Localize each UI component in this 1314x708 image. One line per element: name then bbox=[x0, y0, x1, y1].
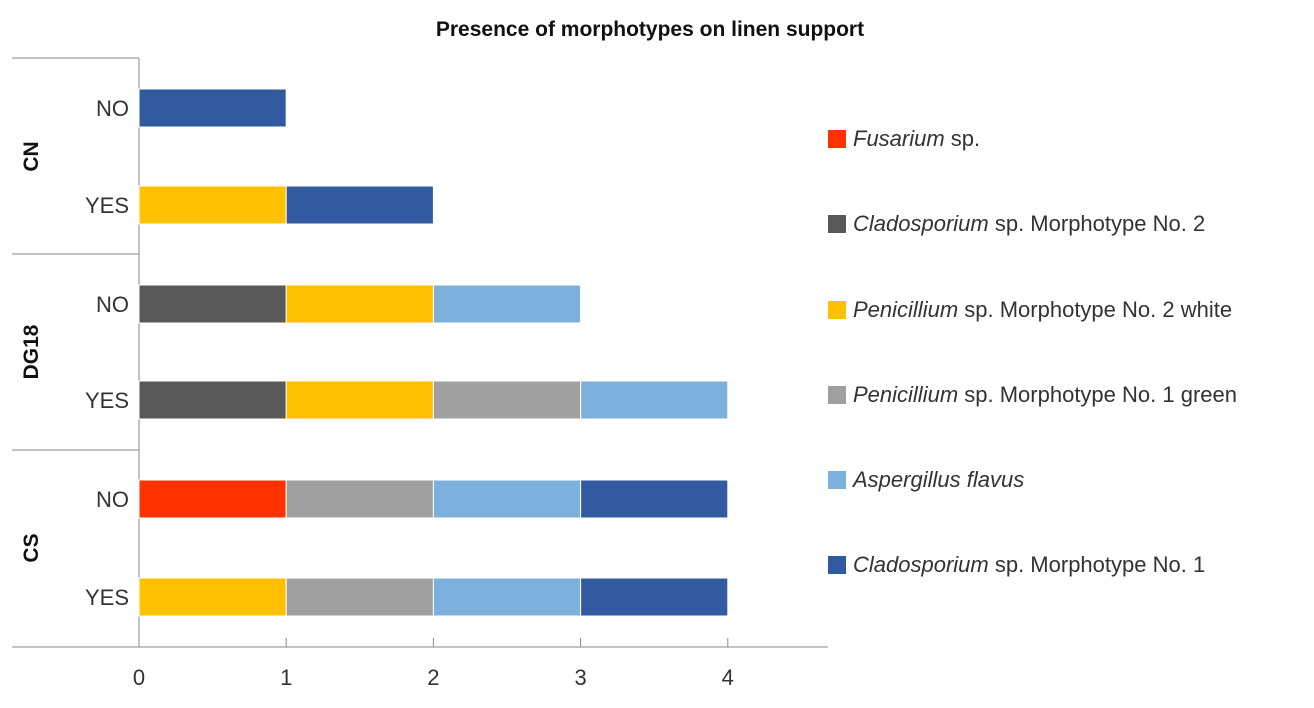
legend-label: Penicillium sp. Morphotype No. 2 white bbox=[853, 297, 1233, 322]
x-tick-label: 3 bbox=[574, 665, 586, 690]
bar-segment bbox=[138, 577, 287, 617]
category-label: YES bbox=[85, 388, 129, 413]
x-tick-label: 2 bbox=[427, 665, 439, 690]
category-label: NO bbox=[96, 292, 129, 317]
legend-label: Cladosporium sp. Morphotype No. 2 bbox=[853, 211, 1206, 236]
legend-label: Cladosporium sp. Morphotype No. 1 bbox=[853, 552, 1206, 577]
bar-segment bbox=[285, 185, 434, 225]
legend-label-italic: Cladosporium bbox=[853, 211, 989, 236]
group-label: CN bbox=[20, 141, 43, 171]
bar-segment bbox=[580, 380, 729, 420]
category-label: YES bbox=[85, 193, 129, 218]
group-label: DG18 bbox=[20, 324, 43, 379]
legend-swatch bbox=[828, 556, 846, 574]
bar-segment bbox=[285, 284, 434, 324]
bar-segment bbox=[432, 577, 582, 617]
stacked-bar-chart: 012345CNNOYESDG18NOYESCSNOYES bbox=[12, 57, 828, 690]
legend-item: Aspergillus flavus bbox=[828, 467, 1024, 493]
category-label: NO bbox=[96, 96, 129, 121]
legend-swatch bbox=[828, 301, 846, 319]
bar-segment bbox=[432, 479, 582, 519]
legend-label-italic: Penicillium bbox=[853, 382, 959, 407]
category-label: NO bbox=[96, 487, 129, 512]
legend-swatch bbox=[828, 471, 846, 489]
bar-segment bbox=[138, 185, 287, 225]
bar-segment bbox=[580, 577, 729, 617]
legend-label: Fusarium sp. bbox=[853, 126, 981, 151]
x-tick-label: 4 bbox=[722, 665, 734, 690]
chart-title: Presence of morphotypes on linen support bbox=[435, 18, 865, 41]
bar-segment bbox=[285, 380, 434, 420]
legend-label: Penicillium sp. Morphotype No. 1 green bbox=[853, 382, 1237, 407]
bar-segment bbox=[138, 284, 287, 324]
x-tick-label: 0 bbox=[133, 665, 145, 690]
legend-item: Fusarium sp. bbox=[828, 126, 980, 152]
legend-swatch bbox=[828, 215, 846, 233]
legend-swatch bbox=[828, 130, 846, 148]
bar-segment bbox=[138, 380, 287, 420]
bar-segment bbox=[432, 284, 582, 324]
legend-item: Penicillium sp. Morphotype No. 2 white bbox=[828, 297, 1232, 323]
x-tick-label: 1 bbox=[280, 665, 292, 690]
chart-legend: Fusarium sp. Cladosporium sp. Morphotype … bbox=[828, 0, 1314, 708]
bar-segment bbox=[285, 479, 434, 519]
bar-segment bbox=[432, 380, 582, 420]
legend-item: Cladosporium sp. Morphotype No. 1 bbox=[828, 552, 1205, 578]
legend-label-italic: Aspergillus flavus bbox=[853, 467, 1025, 492]
bar-segment bbox=[138, 479, 287, 519]
legend-label: Aspergillus flavus bbox=[853, 467, 1024, 493]
legend-label-italic: Cladosporium bbox=[853, 552, 989, 577]
legend-swatch bbox=[828, 386, 846, 404]
legend-label-italic: Penicillium bbox=[853, 297, 959, 322]
category-label: YES bbox=[85, 585, 129, 610]
group-label: CS bbox=[20, 533, 43, 562]
legend-item: Cladosporium sp. Morphotype No. 2 bbox=[828, 211, 1205, 237]
bar-segment bbox=[580, 479, 729, 519]
legend-item: Penicillium sp. Morphotype No. 1 green bbox=[828, 382, 1237, 408]
legend-label-italic: Fusarium bbox=[853, 126, 945, 151]
bar-segment bbox=[138, 88, 287, 128]
bar-segment bbox=[285, 577, 434, 617]
